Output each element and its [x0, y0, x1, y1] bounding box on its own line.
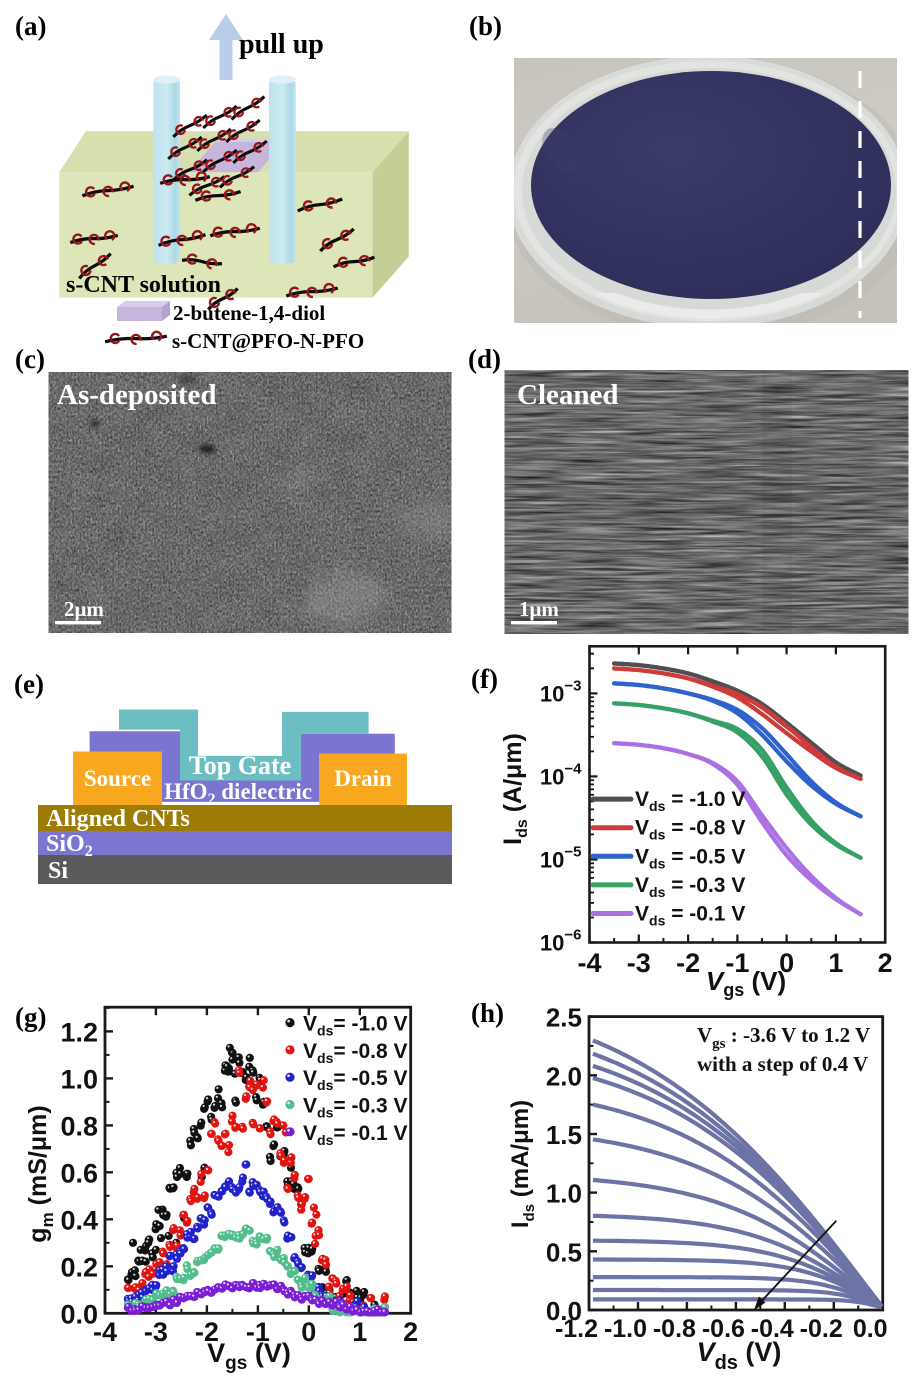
svg-text:-0.6: -0.6	[702, 1315, 745, 1343]
svg-text:0.2: 0.2	[60, 1252, 98, 1282]
svg-text:2: 2	[878, 948, 893, 978]
svg-text:Cleaned: Cleaned	[517, 379, 619, 411]
svg-text:2-butene-1,4-diol: 2-butene-1,4-diol	[173, 301, 325, 325]
svg-text:-3: -3	[627, 948, 651, 978]
svg-text:10−3: 10−3	[540, 677, 582, 706]
svg-text:Vds= -0.1 V: Vds= -0.1 V	[303, 1122, 408, 1148]
svg-text:0.0: 0.0	[60, 1299, 98, 1329]
svg-text:-2: -2	[676, 948, 700, 978]
svg-text:0.0: 0.0	[853, 1315, 888, 1343]
svg-text:(f): (f)	[471, 664, 498, 694]
svg-text:1: 1	[352, 1317, 367, 1347]
svg-text:0: 0	[301, 1317, 316, 1347]
svg-text:s-CNT@PFO-N-PFO: s-CNT@PFO-N-PFO	[172, 329, 364, 353]
svg-text:-1.0: -1.0	[604, 1315, 647, 1343]
svg-text:1.2: 1.2	[60, 1017, 98, 1047]
svg-text:-4: -4	[93, 1317, 117, 1347]
svg-text:0: 0	[779, 948, 794, 978]
svg-text:1.0: 1.0	[60, 1064, 98, 1094]
svg-text:1μm: 1μm	[519, 597, 559, 621]
svg-text:-0.2: -0.2	[800, 1315, 843, 1343]
svg-text:-3: -3	[144, 1317, 168, 1347]
svg-text:Vds (V): Vds (V)	[697, 1337, 782, 1374]
svg-text:(e): (e)	[14, 669, 44, 699]
svg-text:0.4: 0.4	[60, 1205, 98, 1235]
svg-text:(b): (b)	[469, 11, 502, 41]
svg-text:2.5: 2.5	[546, 1003, 582, 1033]
svg-text:As-deposited: As-deposited	[57, 379, 217, 411]
svg-text:-1: -1	[246, 1317, 270, 1347]
svg-text:(d): (d)	[468, 344, 501, 374]
svg-text:(c): (c)	[15, 344, 45, 374]
svg-text:Drain: Drain	[334, 766, 392, 791]
svg-text:Top Gate: Top Gate	[189, 751, 291, 780]
svg-text:s-CNT solution: s-CNT solution	[66, 272, 221, 298]
svg-text:-1.2: -1.2	[555, 1315, 598, 1343]
svg-text:-4: -4	[577, 948, 601, 978]
svg-text:-1: -1	[725, 948, 749, 978]
svg-text:with a step of 0.4 V: with a step of 0.4 V	[697, 1052, 868, 1076]
svg-text:1.0: 1.0	[546, 1179, 582, 1209]
svg-text:(a): (a)	[15, 11, 46, 41]
svg-text:0.6: 0.6	[60, 1158, 98, 1188]
svg-text:Vds= -1.0 V: Vds= -1.0 V	[303, 1013, 408, 1039]
svg-text:0.8: 0.8	[60, 1111, 98, 1141]
svg-text:HfO2 dielectric: HfO2 dielectric	[164, 779, 312, 808]
svg-text:Source: Source	[84, 766, 151, 791]
svg-text:(h): (h)	[471, 998, 504, 1028]
svg-text:pull up: pull up	[239, 29, 324, 60]
svg-text:-2: -2	[195, 1317, 219, 1347]
svg-text:Si: Si	[48, 858, 68, 884]
svg-text:Aligned CNTs: Aligned CNTs	[46, 806, 190, 832]
svg-text:2: 2	[403, 1317, 418, 1347]
svg-text:1: 1	[828, 948, 843, 978]
svg-text:0.0: 0.0	[546, 1296, 582, 1326]
svg-text:2μm: 2μm	[64, 597, 104, 621]
svg-text:-0.8: -0.8	[653, 1315, 696, 1343]
svg-text:0.5: 0.5	[546, 1237, 582, 1267]
svg-text:10−4: 10−4	[540, 760, 582, 789]
svg-text:Vgs (V): Vgs (V)	[706, 966, 786, 1000]
svg-text:2.0: 2.0	[546, 1061, 582, 1091]
svg-text:Vds= -0.5 V: Vds= -0.5 V	[303, 1067, 408, 1093]
svg-text:(g): (g)	[15, 1002, 46, 1032]
svg-text:1.5: 1.5	[546, 1120, 582, 1150]
svg-text:-0.4: -0.4	[751, 1315, 794, 1343]
